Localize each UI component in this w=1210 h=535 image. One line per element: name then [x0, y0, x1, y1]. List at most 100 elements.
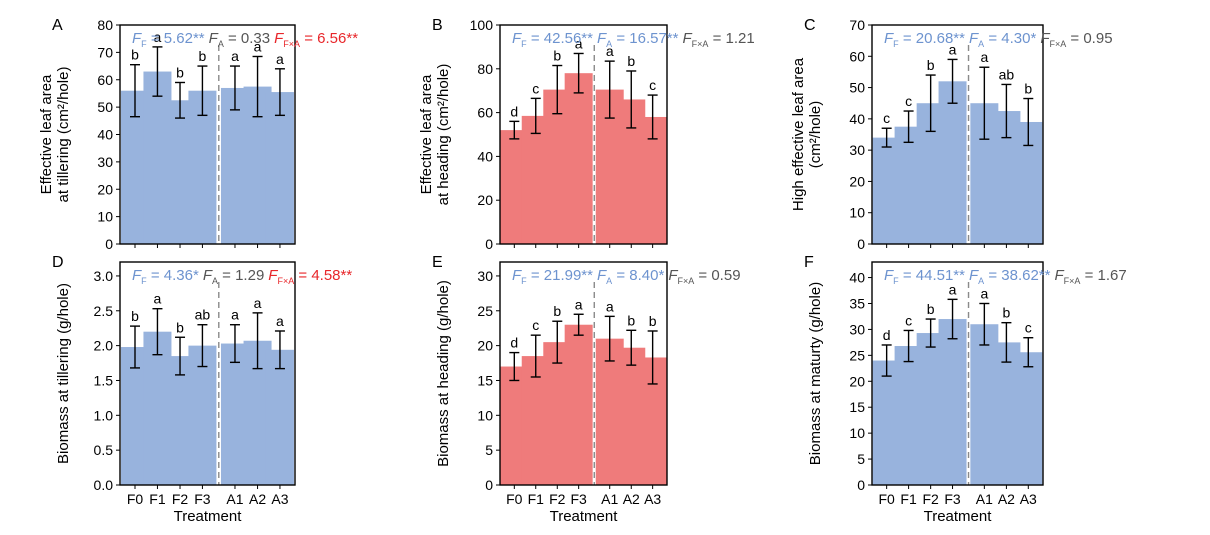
significance-letter: a [276, 51, 284, 67]
x-axis-label: Treatment [174, 508, 243, 525]
y-tick-label: 40 [849, 111, 865, 127]
y-tick-label: 60 [849, 48, 865, 64]
y-tick-label: 0.5 [94, 442, 114, 458]
y-tick-label: 2.5 [94, 303, 114, 319]
y-tick-label: 10 [849, 205, 865, 221]
x-tick-label: A3 [1020, 491, 1037, 507]
anova-stats: FF = 44.51** FA = 38.62** FF×A = 1.67 [884, 267, 1127, 286]
plot-frame [499, 24, 668, 245]
stat-value: = 1.29 [218, 267, 264, 284]
stat-subscript: F×A [677, 276, 694, 286]
bar-f3 [938, 81, 967, 244]
y-tick-label: 70 [849, 17, 865, 33]
panel-f: Fd F0 c F1 b F2 a F3 a A1 b A2 c A3 0 5 10 15 20 25 30 35 40 Bi… [804, 254, 1127, 525]
panel-label: A [52, 17, 63, 34]
y-tick-label: 40 [477, 148, 493, 164]
y-tick-label: 2.0 [94, 338, 114, 354]
y-tick-label: 20 [849, 373, 865, 389]
stat-value: = 0.95 [1066, 30, 1112, 47]
stat-symbol: F [512, 30, 522, 47]
y-tick-label: 5 [857, 451, 865, 467]
significance-letter: d [883, 327, 891, 343]
stat-value: = 38.62** [984, 267, 1050, 284]
significance-letter: c [532, 317, 539, 333]
y-tick-label: 30 [97, 154, 113, 170]
y-tick-label: 5 [485, 442, 493, 458]
bar-f3 [188, 90, 217, 244]
x-tick-label: F0 [506, 491, 523, 507]
y-tick-label: 40 [97, 127, 113, 143]
x-tick-label: F0 [878, 491, 895, 507]
stat-value: = 5.62** [147, 30, 205, 47]
y-tick-label: 70 [97, 44, 113, 60]
significance-letter: b [176, 64, 184, 80]
stat-symbol: F [274, 30, 284, 47]
significance-letter: a [980, 285, 988, 301]
x-tick-label: A1 [601, 491, 618, 507]
y-axis-label: Biomass at maturty (g/hole) [807, 282, 824, 465]
panel-d: Db F0 a F1 b F2 ab F3 a A1 a A2 a A3 0.0 0.5 1.0 1.5 2.0 2.… [52, 254, 352, 525]
significance-letter: a [575, 296, 583, 312]
y-tick-label: 1.0 [94, 407, 114, 423]
stat-subscript: F×A [1064, 276, 1081, 286]
significance-letter: b [927, 57, 935, 73]
significance-letter: ab [195, 307, 211, 323]
stat-value: = 6.56** [300, 30, 358, 47]
x-tick-label: A3 [271, 491, 288, 507]
stat-value: = 21.99** [527, 267, 593, 284]
stat-symbol: F [597, 267, 607, 284]
y-tick-label: 50 [849, 80, 865, 96]
y-tick-label: 3.0 [94, 268, 114, 284]
y-tick-label: 20 [477, 338, 493, 354]
significance-letter: a [980, 49, 988, 65]
y-tick-label: 20 [477, 192, 493, 208]
y-axis-label: High effective leaf area [790, 57, 807, 211]
stat-subscript: F×A [283, 39, 300, 49]
stat-subscript: F×A [277, 276, 294, 286]
stat-symbol: F [132, 267, 142, 284]
significance-letter: c [649, 77, 656, 93]
y-tick-label: 10 [849, 425, 865, 441]
bar-a3 [265, 349, 294, 485]
anova-stats: FF = 20.68** FA = 4.30* FF×A = 0.95 [884, 30, 1113, 49]
significance-letter: a [606, 43, 614, 59]
significance-letter: a [276, 313, 284, 329]
stat-symbol: F [597, 30, 607, 47]
significance-letter: d [510, 103, 518, 119]
y-tick-label: 15 [477, 372, 493, 388]
x-axis-label: Treatment [924, 508, 993, 525]
y-tick-label: 35 [849, 295, 865, 311]
plot-frame [871, 261, 1044, 486]
significance-letter: d [510, 335, 518, 351]
stat-subscript: F×A [692, 39, 709, 49]
stat-symbol: F [132, 30, 142, 47]
y-tick-label: 0 [105, 236, 113, 252]
stat-subscript: A [978, 39, 984, 49]
y-tick-label: 10 [97, 209, 113, 225]
stat-symbol: F [668, 267, 678, 284]
significance-letter: a [154, 29, 162, 45]
y-axis-label: at tillering (cm²/hole) [55, 67, 72, 203]
panel-label: D [52, 254, 64, 271]
x-tick-label: F2 [922, 491, 939, 507]
stat-symbol: F [203, 267, 213, 284]
significance-letter: b [649, 313, 657, 329]
x-tick-label: F3 [944, 491, 961, 507]
x-tick-label: A1 [976, 491, 993, 507]
stat-subscript: A [606, 276, 612, 286]
y-tick-label: 80 [477, 61, 493, 77]
significance-letter: c [532, 80, 539, 96]
significance-letter: a [949, 281, 957, 297]
y-tick-label: 60 [97, 72, 113, 88]
y-tick-label: 0 [857, 477, 865, 493]
significance-letter: b [131, 308, 139, 324]
y-tick-label: 1.5 [94, 372, 114, 388]
x-tick-label: F1 [149, 491, 166, 507]
stat-value: = 1.67 [1080, 267, 1126, 284]
x-tick-label: F2 [172, 491, 189, 507]
stat-value: = 20.68** [899, 30, 965, 47]
y-axis-label: Biomass at tillering (g/hole) [55, 283, 72, 464]
significance-letter: a [254, 295, 262, 311]
